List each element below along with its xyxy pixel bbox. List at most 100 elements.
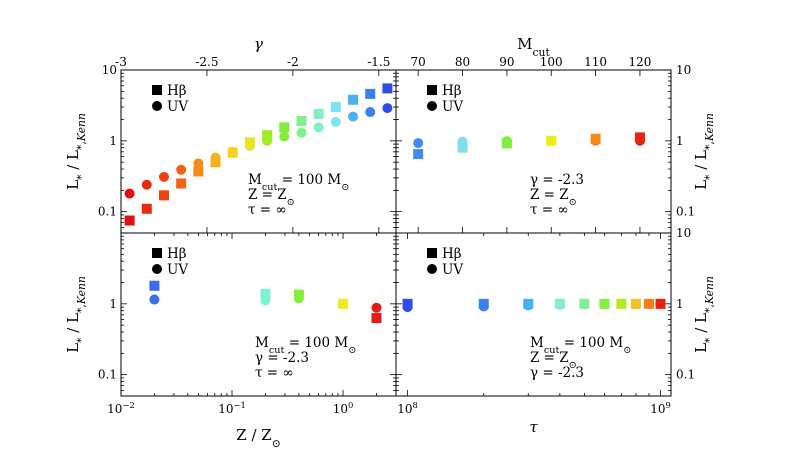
annotation-line-2: τ = ∞ (255, 365, 294, 381)
x-tick-label: 10−2 (107, 400, 135, 416)
svg-text:L* / L*,Kenn: L* / L*,Kenn (64, 113, 88, 190)
top-tick-label: -3 (115, 55, 127, 69)
y-axis-label: L* / L*,Kenn (692, 276, 716, 353)
uv-point (365, 107, 376, 118)
x-axis-label: τ (529, 418, 538, 436)
top-tick-label: 70 (411, 55, 426, 69)
legend-square-icon (152, 85, 162, 95)
hbeta-point (579, 298, 590, 309)
hbeta-point (176, 178, 187, 189)
x-axis-label: Z / Z⊙ (236, 426, 280, 450)
svg-text:L* / L*,Kenn: L* / L*,Kenn (692, 113, 716, 190)
y-tick-label: 10 (102, 63, 117, 77)
legend-label-hbeta: Hβ (442, 246, 462, 262)
hbeta-point (193, 166, 204, 177)
uv-point (279, 131, 290, 142)
hbeta-point (227, 147, 238, 158)
hbeta-point (457, 142, 468, 153)
uv-point (193, 158, 204, 169)
annotation-line-0: Mcut = 100 M⊙ (248, 172, 349, 193)
annotation: Mcut = 100 M⊙Z = Z⊙τ = ∞ (248, 172, 349, 218)
hbeta-point (149, 280, 160, 291)
y-tick-label: 0.1 (98, 368, 117, 382)
x-tick-label: 108 (397, 400, 418, 416)
top-tick-label: -1.5 (367, 55, 390, 69)
legend-square-icon (152, 248, 162, 258)
y-tick-label: 0.1 (676, 205, 695, 219)
top-tick-label: -2.5 (195, 55, 218, 69)
uv-point (330, 116, 341, 127)
hbeta-point (244, 137, 255, 148)
y-tick-label: 1 (676, 134, 684, 148)
uv-point (141, 179, 152, 190)
y-axis-label: L* / L*,Kenn (64, 113, 88, 190)
annotation: Mcut = 100 M⊙γ = -2.3τ = ∞ (255, 335, 356, 381)
top-tick-label: -2 (287, 55, 299, 69)
legend-label-uv: UV (167, 99, 188, 115)
annotation-line-1: Z = Z⊙ (248, 187, 295, 208)
hbeta-point (590, 133, 601, 144)
top-tick-label: 80 (455, 55, 470, 69)
legend-square-icon (427, 85, 437, 95)
hbeta-point (616, 298, 627, 309)
y-tick-label: 0.1 (98, 205, 117, 219)
hbeta-point (382, 83, 393, 94)
annotation-line-2: τ = ∞ (248, 202, 287, 218)
annotation-line-2: γ = -2.3 (530, 365, 584, 381)
svg-text:L* / L*,Kenn: L* / L*,Kenn (692, 276, 716, 353)
hbeta-point (262, 130, 273, 141)
legend-label-uv: UV (167, 262, 188, 278)
x-tick-label: 109 (650, 400, 671, 416)
top-tick-label: 90 (499, 55, 514, 69)
x-tick-label: 10−1 (218, 400, 246, 416)
series-hbeta (149, 280, 382, 324)
legend-label-hbeta: Hβ (442, 83, 462, 99)
y-tick-label: 10 (676, 226, 691, 240)
uv-point (124, 188, 135, 199)
hbeta-point (293, 289, 304, 300)
hbeta-point (260, 288, 271, 299)
hbeta-point (141, 203, 152, 214)
series-hbeta (124, 83, 393, 226)
series-uv (413, 135, 645, 149)
legend-circle-icon (152, 264, 162, 274)
legend-circle-icon (152, 101, 162, 111)
top-axis-label: γ (254, 35, 263, 53)
hbeta-point (643, 298, 654, 309)
hbeta-point (371, 313, 382, 324)
hbeta-point (296, 116, 307, 127)
legend-label-hbeta: Hβ (167, 83, 187, 99)
hbeta-point (599, 298, 610, 309)
annotation-line-1: γ = -2.3 (255, 350, 309, 366)
uv-point (149, 294, 160, 305)
annotation-line-1: Z = Z⊙ (530, 187, 577, 208)
hbeta-point (124, 215, 135, 226)
uv-point (296, 127, 307, 138)
top-axis-label: Mcut (517, 35, 550, 59)
top-tick-label: 120 (628, 55, 651, 69)
uv-point (348, 111, 359, 122)
top-tick-label: 110 (584, 55, 607, 69)
hbeta-point (158, 190, 169, 201)
uv-point (382, 103, 393, 114)
annotation-line-0: Mcut = 100 M⊙ (530, 335, 631, 356)
top-tick-label: 100 (540, 55, 563, 69)
uv-point (176, 164, 187, 175)
uv-point (158, 171, 169, 182)
legend-label-uv: UV (442, 99, 463, 115)
legend-circle-icon (427, 264, 437, 274)
annotation: γ = -2.3Z = Z⊙τ = ∞ (530, 172, 584, 218)
hbeta-point (478, 298, 489, 309)
hbeta-point (631, 298, 642, 309)
annotation-line-0: γ = -2.3 (530, 172, 584, 188)
hbeta-point (210, 157, 221, 168)
